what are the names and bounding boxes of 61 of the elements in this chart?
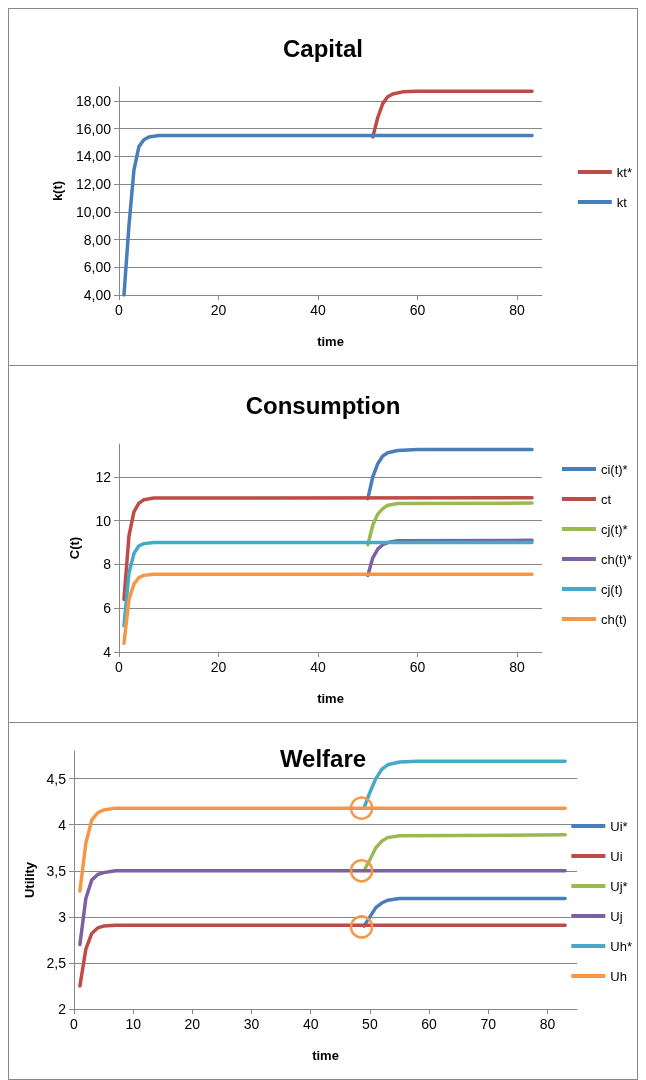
chart-title: Capital xyxy=(282,34,364,62)
y-tick-label: 18,00 xyxy=(75,92,112,109)
y-tick-label: 4,00 xyxy=(83,287,112,303)
y-tick-label: 6 xyxy=(103,600,112,617)
y-tick-label: 16,00 xyxy=(75,120,112,137)
x-tick-label: 20 xyxy=(210,659,227,675)
y-tick-label: 10 xyxy=(95,512,112,529)
legend-label: ci(t)* xyxy=(600,461,628,477)
y-tick-label: 12,00 xyxy=(75,176,112,193)
x-tick-label: 0 xyxy=(70,1016,79,1032)
x-tick-label: 60 xyxy=(421,1016,438,1032)
legend-label: kt xyxy=(616,194,628,210)
chart-title: Consumption xyxy=(245,391,401,419)
legend-label: cj(t) xyxy=(600,581,623,597)
legend-label: Uh xyxy=(610,968,627,984)
legend-label: Uh* xyxy=(610,938,633,954)
x-tick-label: 40 xyxy=(310,659,327,675)
y-tick-label: 3 xyxy=(58,908,67,925)
y-tick-label: 2,5 xyxy=(46,954,67,971)
legend-label: cj(t)* xyxy=(600,521,628,537)
x-tick-label: 0 xyxy=(115,302,124,318)
legend-label: ch(t) xyxy=(600,611,627,627)
legend-label: kt* xyxy=(616,164,632,180)
y-axis-title: C(t) xyxy=(67,536,82,560)
x-axis-title: time xyxy=(312,1048,339,1063)
legend-label: Uj xyxy=(610,908,623,924)
x-tick-label: 0 xyxy=(115,659,124,675)
x-axis-title: time xyxy=(317,334,344,349)
x-tick-label: 20 xyxy=(210,302,227,318)
x-tick-label: 80 xyxy=(539,1016,556,1032)
x-tick-label: 10 xyxy=(125,1016,142,1032)
legend-label: Ui* xyxy=(610,818,628,834)
x-tick-label: 80 xyxy=(509,302,526,318)
y-tick-label: 2 xyxy=(58,1001,67,1017)
y-tick-label: 8 xyxy=(103,556,112,573)
x-tick-label: 30 xyxy=(243,1016,260,1032)
y-tick-label: 4 xyxy=(58,816,67,833)
legend-label: Ui xyxy=(610,848,623,864)
y-tick-label: 8,00 xyxy=(83,231,112,248)
chart-title: Welfare xyxy=(279,744,367,772)
x-tick-label: 50 xyxy=(362,1016,378,1032)
x-tick-label: 40 xyxy=(310,302,327,318)
legend-label: ch(t)* xyxy=(600,551,632,567)
x-tick-label: 60 xyxy=(409,302,426,318)
y-tick-label: 3,5 xyxy=(46,862,67,879)
y-axis-title: k(t) xyxy=(50,180,65,202)
x-tick-label: 80 xyxy=(509,659,526,675)
y-tick-label: 4 xyxy=(103,644,112,660)
y-tick-label: 12 xyxy=(95,468,112,485)
y-tick-label: 4,5 xyxy=(46,770,67,787)
x-tick-label: 70 xyxy=(480,1016,497,1032)
x-tick-label: 20 xyxy=(184,1016,201,1032)
y-tick-label: 10,00 xyxy=(75,203,112,220)
y-axis-title: Utility xyxy=(21,861,37,899)
x-tick-label: 40 xyxy=(302,1016,319,1032)
legend-label: Uj* xyxy=(610,878,628,894)
y-tick-label: 6,00 xyxy=(83,259,112,276)
legend-label: ct xyxy=(600,491,612,507)
x-tick-label: 60 xyxy=(409,659,426,675)
y-tick-label: 14,00 xyxy=(75,148,112,165)
x-axis-title: time xyxy=(317,691,344,706)
